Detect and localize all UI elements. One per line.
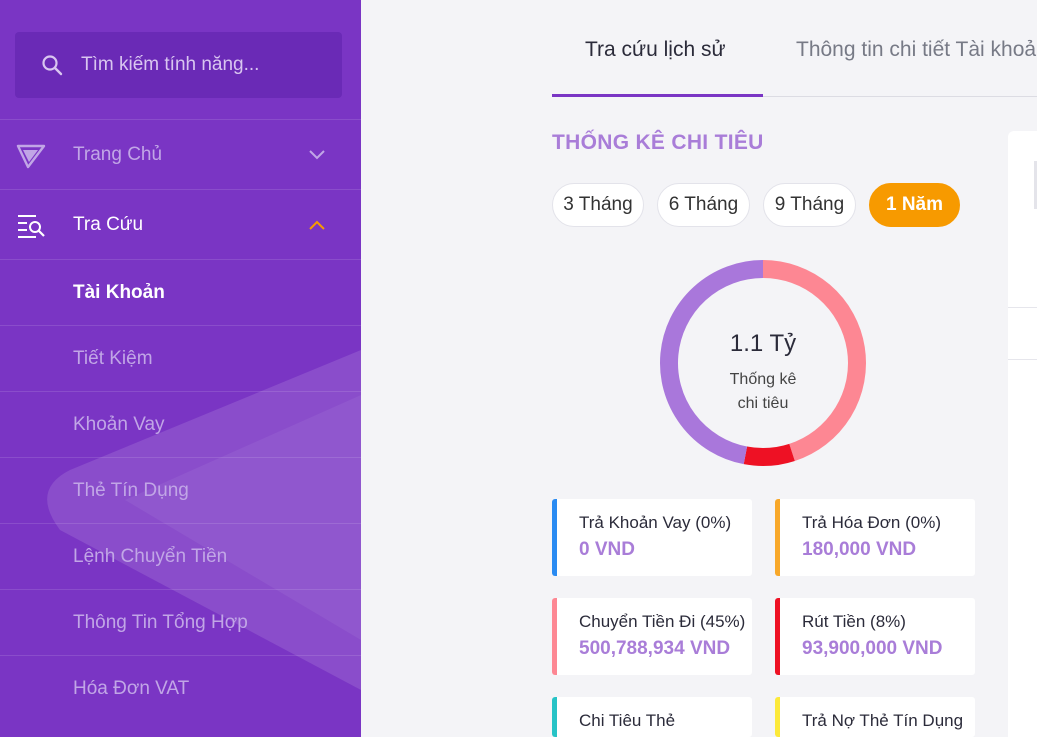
donut-caption-line2: chi tiêu: [737, 395, 789, 412]
sidebar-subitem-lenh-chuyen-tien[interactable]: Lệnh Chuyển Tiền: [0, 523, 361, 589]
card-value: 180,000 VND: [802, 539, 917, 560]
card-title: Trả Hóa Đơn (0%): [802, 513, 941, 532]
category-card-tra-khoan-vay[interactable]: Trả Khoản Vay (0%) 0 VND: [552, 499, 752, 576]
chevron-up-icon[interactable]: [306, 218, 328, 232]
donut-segment-2: [660, 260, 764, 465]
card-title: Trả Nợ Thẻ Tín Dụng: [802, 711, 964, 730]
sidebar-subitem-label: Khoản Vay: [73, 413, 165, 435]
period-1-nam[interactable]: 1 Năm: [869, 183, 960, 227]
sidebar-nav: Trang Chủ Tra Cứu Tài Khoản Tiết Kiệ: [0, 119, 361, 721]
sidebar-item-trang-chu[interactable]: Trang Chủ: [0, 119, 361, 189]
right-panel-divider: [1008, 359, 1037, 360]
donut-segment-0: [762, 260, 866, 461]
card-value: 0 VND: [579, 539, 635, 560]
right-panel: [1008, 131, 1037, 737]
category-card-tra-no-the-tin-dung[interactable]: Trả Nợ Thẻ Tín Dụng: [775, 697, 975, 737]
card-value: 500,788,934 VND: [579, 638, 731, 659]
sidebar-subitem-label: Lệnh Chuyển Tiền: [73, 545, 228, 567]
sidebar-subitem-label: Thẻ Tín Dụng: [73, 479, 189, 501]
donut-caption: Thống kê chi tiêu: [703, 368, 823, 416]
card-color-bar: [552, 697, 557, 737]
right-panel-mark: [1034, 161, 1037, 209]
card-value: 93,900,000 VND: [802, 638, 943, 659]
sidebar-subitem-tai-khoan[interactable]: Tài Khoản: [0, 259, 361, 325]
sidebar-subitem-label: Thông Tin Tổng Hợp: [73, 611, 248, 633]
card-title: Rút Tiền (8%): [802, 612, 906, 631]
sidebar-subitem-label: Tiết Kiệm: [73, 347, 153, 369]
period-6-thang[interactable]: 6 Tháng: [657, 183, 750, 227]
spending-donut-chart: [660, 260, 866, 466]
search-list-icon: [18, 214, 45, 238]
sidebar-subitem-khoan-vay[interactable]: Khoản Vay: [0, 391, 361, 457]
sidebar: Trang Chủ Tra Cứu Tài Khoản Tiết Kiệ: [0, 0, 361, 737]
tab-bar: Tra cứu lịch sử Thông tin chi tiết Tài k…: [552, 0, 1037, 97]
logo-icon: [16, 144, 46, 168]
donut-total-value: 1.1 Tỷ: [729, 330, 797, 357]
period-9-thang[interactable]: 9 Tháng: [763, 183, 856, 227]
donut-segment-1: [743, 443, 795, 466]
period-3-thang[interactable]: 3 Tháng: [552, 183, 644, 227]
card-color-bar: [775, 598, 780, 675]
donut-caption-line1: Thống kê: [729, 371, 797, 388]
sidebar-subitem-thong-tin-tong-hop[interactable]: Thông Tin Tổng Hợp: [0, 589, 361, 655]
sidebar-subitem-tiet-kiem[interactable]: Tiết Kiệm: [0, 325, 361, 391]
chevron-down-icon[interactable]: [306, 148, 328, 162]
sidebar-subitem-the-tin-dung[interactable]: Thẻ Tín Dụng: [0, 457, 361, 523]
card-title: Trả Khoản Vay (0%): [579, 513, 732, 532]
category-card-chuyen-tien-di[interactable]: Chuyển Tiền Đi (45%) 500,788,934 VND: [552, 598, 752, 675]
search-icon: [42, 55, 63, 76]
tab-tra-cuu-lich-su[interactable]: Tra cứu lịch sử: [585, 38, 726, 61]
tab-thong-tin-chi-tiet[interactable]: Thông tin chi tiết Tài khoản: [796, 38, 1037, 61]
active-tab-indicator: [552, 94, 763, 97]
section-title: THỐNG KÊ CHI TIÊU: [552, 131, 764, 154]
search-box[interactable]: [15, 32, 342, 98]
right-panel-divider: [1008, 307, 1037, 308]
category-card-chi-tieu-the[interactable]: Chi Tiêu Thẻ: [552, 697, 752, 737]
card-title: Chuyển Tiền Đi (45%): [579, 612, 746, 631]
card-color-bar: [552, 598, 557, 675]
search-input[interactable]: [81, 54, 321, 76]
category-card-tra-hoa-don[interactable]: Trả Hóa Đơn (0%) 180,000 VND: [775, 499, 975, 576]
sidebar-subitem-label: Hóa Đơn VAT: [73, 677, 190, 699]
card-color-bar: [552, 499, 557, 576]
sidebar-subitem-label: Tài Khoản: [73, 281, 165, 303]
sidebar-subitem-hoa-don-vat[interactable]: Hóa Đơn VAT: [0, 655, 361, 721]
sidebar-item-tra-cuu[interactable]: Tra Cứu: [0, 189, 361, 259]
card-title: Chi Tiêu Thẻ: [579, 711, 676, 730]
card-color-bar: [775, 697, 780, 737]
tab-list: Tra cứu lịch sử Thông tin chi tiết Tài k…: [552, 0, 1037, 97]
card-color-bar: [775, 499, 780, 576]
category-card-rut-tien[interactable]: Rút Tiền (8%) 93,900,000 VND: [775, 598, 975, 675]
sidebar-item-label: Trang Chủ: [73, 143, 163, 165]
sidebar-item-label: Tra Cứu: [73, 213, 144, 235]
